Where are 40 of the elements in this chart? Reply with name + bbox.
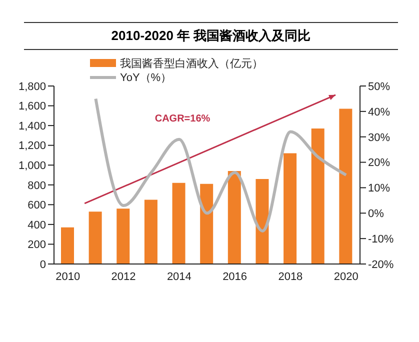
- y2-tick-label: 10%: [368, 182, 390, 195]
- x-tick-label: 2012: [111, 270, 136, 283]
- y2-tick-label: 40%: [368, 106, 390, 118]
- x-tick-label: 2014: [166, 270, 192, 283]
- bar: [88, 212, 102, 264]
- bar: [228, 171, 241, 264]
- y2-tick-label: 50%: [368, 80, 390, 93]
- legend-label: YoY（%）: [120, 70, 172, 84]
- bar: [144, 200, 158, 264]
- y2-tick-label: 0%: [368, 208, 384, 220]
- bar: [339, 108, 352, 264]
- y-tick-label: 800: [28, 180, 46, 192]
- annotation: CAGR=16%: [154, 114, 210, 125]
- y-tick-label: 1,200: [18, 140, 46, 152]
- bar: [256, 178, 269, 264]
- y-tick-label: 1,800: [18, 80, 46, 93]
- y2-tick-label: -10%: [368, 233, 394, 246]
- line-series: [94, 97, 348, 232]
- y2-tick-label: -20%: [368, 258, 394, 271]
- legend-label: 我国酱香型白酒收入（亿元）: [120, 56, 263, 70]
- y-tick-label: 600: [28, 200, 46, 212]
- y2-tick-label: 20%: [368, 157, 390, 170]
- y-tick-label: 0: [40, 258, 46, 271]
- y-tick-label: 1,400: [18, 120, 46, 132]
- bar: [116, 208, 130, 264]
- x-tick-label: 2018: [278, 270, 303, 283]
- x-tick-label: 2020: [334, 270, 358, 283]
- y-tick-label: 200: [28, 239, 46, 252]
- x-tick-label: 2016: [222, 270, 248, 283]
- chart-title: 2010-2020 年 我国酱酒收入及同比: [24, 22, 398, 50]
- y-tick-label: 1,600: [18, 100, 46, 113]
- y2-tick-label: 30%: [368, 132, 390, 144]
- bar: [311, 128, 324, 264]
- bar: [284, 153, 297, 264]
- bar: [200, 184, 214, 264]
- bar: [61, 227, 74, 264]
- bar: [172, 182, 186, 264]
- y-tick-label: 400: [28, 219, 46, 232]
- y-tick-label: 1,000: [18, 160, 46, 172]
- x-tick-label: 2010: [56, 270, 80, 283]
